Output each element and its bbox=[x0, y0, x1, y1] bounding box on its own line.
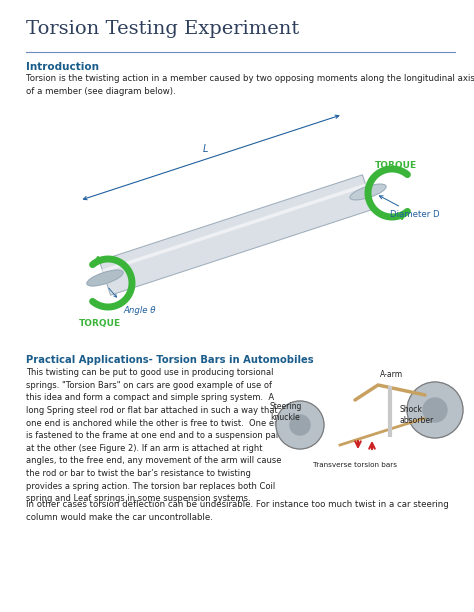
Text: This twisting can be put to good use in producing torsional
springs. "Torsion Ba: This twisting can be put to good use in … bbox=[26, 368, 285, 504]
Text: TORQUE: TORQUE bbox=[79, 319, 121, 328]
Circle shape bbox=[407, 382, 463, 438]
Text: A-arm: A-arm bbox=[380, 370, 403, 379]
Text: Steering
knuckle: Steering knuckle bbox=[270, 402, 302, 422]
Text: Torsion Testing Experiment: Torsion Testing Experiment bbox=[26, 20, 299, 38]
Text: Practical Applications- Torsion Bars in Automobiles: Practical Applications- Torsion Bars in … bbox=[26, 355, 314, 365]
Ellipse shape bbox=[87, 270, 123, 286]
Text: Shock
absorber: Shock absorber bbox=[400, 405, 434, 425]
Text: In other cases torsion deflection can be undesirable. For instance too much twis: In other cases torsion deflection can be… bbox=[26, 500, 449, 522]
Text: L: L bbox=[203, 144, 209, 154]
Ellipse shape bbox=[350, 184, 386, 200]
Circle shape bbox=[290, 415, 310, 435]
Circle shape bbox=[423, 398, 447, 422]
Text: Angle θ: Angle θ bbox=[123, 306, 155, 315]
Polygon shape bbox=[100, 175, 374, 295]
Text: Diameter D: Diameter D bbox=[379, 196, 439, 219]
Text: Torsion is the twisting action in a member caused by two opposing moments along : Torsion is the twisting action in a memb… bbox=[26, 74, 474, 95]
Text: Introduction: Introduction bbox=[26, 62, 99, 72]
Circle shape bbox=[276, 401, 324, 449]
Text: Transverse torsion bars: Transverse torsion bars bbox=[313, 462, 397, 468]
Text: TORQUE: TORQUE bbox=[375, 161, 417, 170]
